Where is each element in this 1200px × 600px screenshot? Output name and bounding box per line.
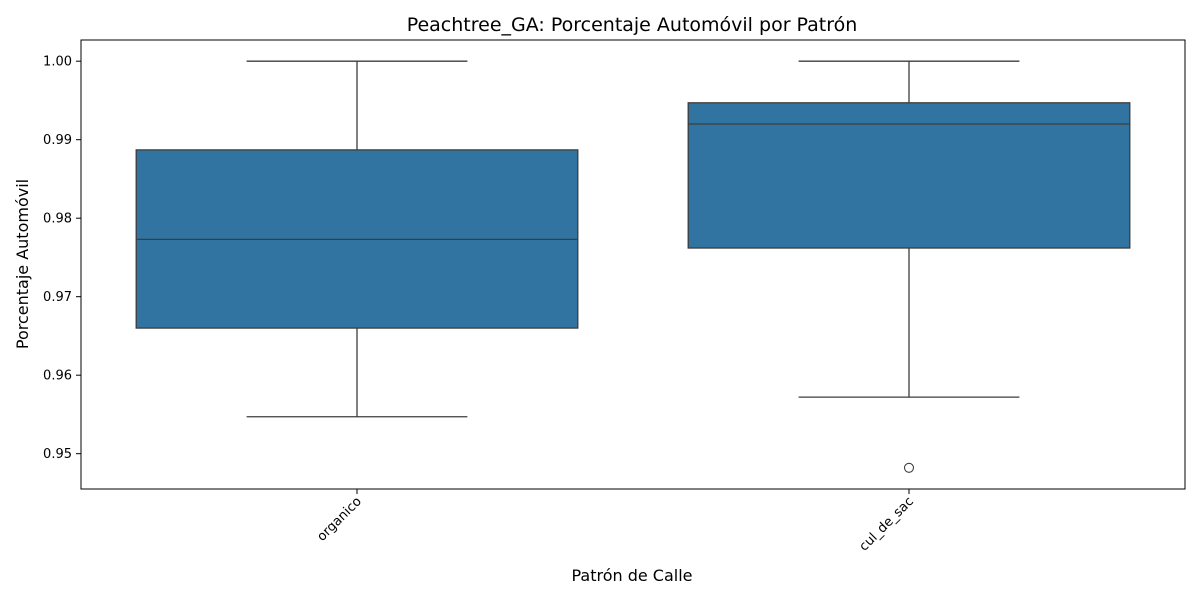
box-iqr — [687, 102, 1131, 249]
x-axis: organico cul_de_sac — [314, 489, 917, 554]
x-axis-label: Patrón de Calle — [571, 566, 692, 585]
y-tick-label: 0.96 — [43, 369, 72, 384]
outlier-point — [903, 462, 915, 473]
box-organico — [135, 60, 579, 418]
x-tick-label: organico — [314, 494, 364, 544]
box-cul_de_sac — [687, 60, 1131, 473]
y-tick-label: 1.00 — [43, 55, 72, 70]
y-tick-label: 0.97 — [43, 290, 72, 305]
y-axis-label: Porcentaje Automóvil — [13, 179, 32, 349]
plot-area — [135, 60, 1131, 473]
x-tick-label: cul_de_sac — [857, 494, 917, 554]
y-tick-label: 0.98 — [43, 212, 72, 227]
y-tick-label: 0.95 — [43, 447, 72, 462]
y-axis: 0.95 0.96 0.97 0.98 0.99 1.00 — [43, 55, 81, 462]
chart-title: Peachtree_GA: Porcentaje Automóvil por P… — [407, 14, 858, 36]
y-tick-label: 0.99 — [43, 133, 72, 148]
plot-frame — [80, 39, 1186, 490]
